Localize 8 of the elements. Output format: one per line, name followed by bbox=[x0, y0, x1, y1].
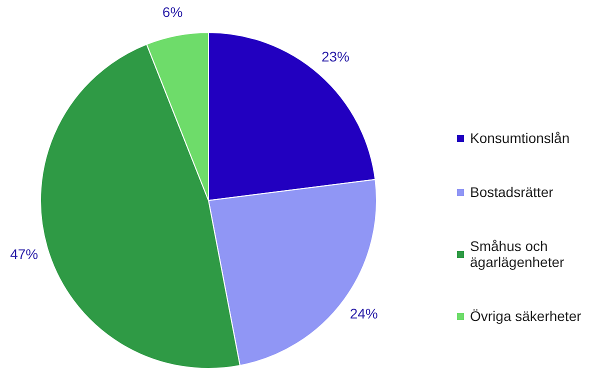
legend-label: Konsumtionslån bbox=[470, 130, 570, 146]
data-label: 6% bbox=[162, 4, 183, 20]
legend-label: Övriga säkerheter bbox=[470, 308, 582, 324]
legend-label: Småhus och ägarlägenheter bbox=[470, 238, 564, 270]
data-label: 23% bbox=[321, 48, 350, 64]
data-label: 47% bbox=[10, 246, 38, 262]
legend-label: Bostadsrätter bbox=[470, 184, 554, 200]
data-label: 24% bbox=[350, 305, 378, 322]
